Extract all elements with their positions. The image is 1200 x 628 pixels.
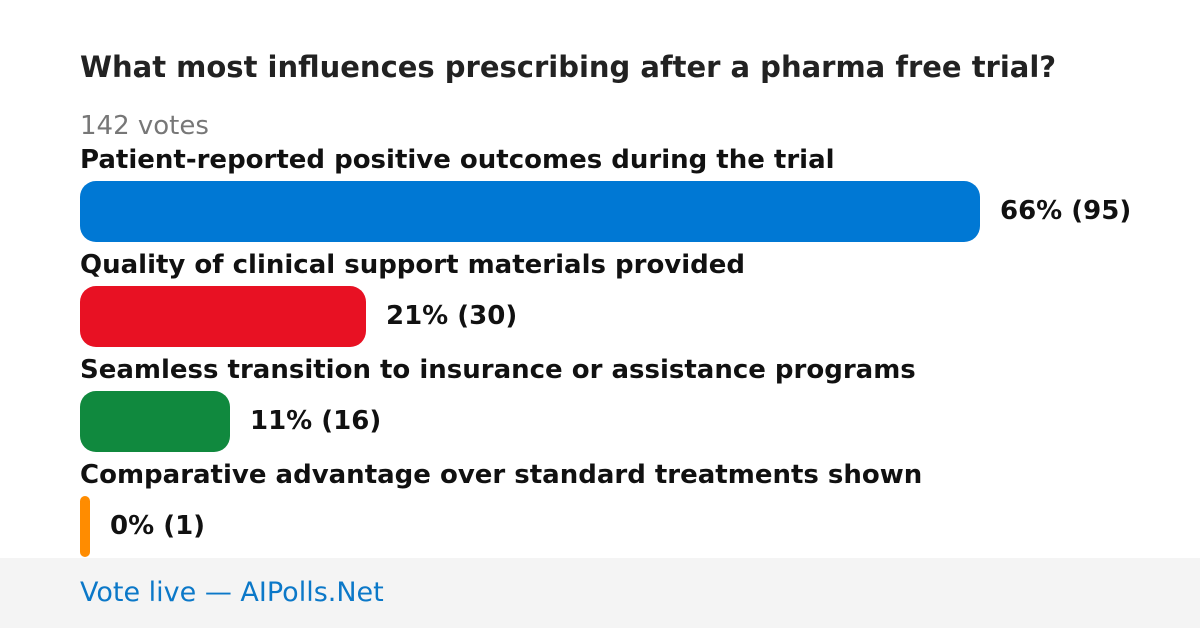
poll-option: Comparative advantage over standard trea… [80,460,1180,565]
vote-count: 142 votes [80,111,209,141]
vote-live-link[interactable]: Vote live — AIPolls.Net [80,577,384,608]
poll-title: What most influences prescribing after a… [80,50,1057,84]
option-label: Comparative advantage over standard trea… [80,460,923,490]
option-label: Quality of clinical support materials pr… [80,250,746,280]
option-bar [80,286,366,347]
option-label: Seamless transition to insurance or assi… [80,355,916,385]
option-value-label: 66% (95) [1000,196,1132,226]
option-bar [80,496,90,557]
option-value-label: 11% (16) [250,406,382,436]
option-value-label: 21% (30) [386,301,518,331]
option-bar [80,391,230,452]
option-bar [80,181,980,242]
option-value-label: 0% (1) [110,511,206,541]
option-label: Patient-reported positive outcomes durin… [80,145,835,175]
poll-option: Patient-reported positive outcomes durin… [80,145,1180,250]
poll-option: Seamless transition to insurance or assi… [80,355,1180,460]
footer-bar: Vote live — AIPolls.Net [0,558,1200,628]
poll-option: Quality of clinical support materials pr… [80,250,1180,355]
